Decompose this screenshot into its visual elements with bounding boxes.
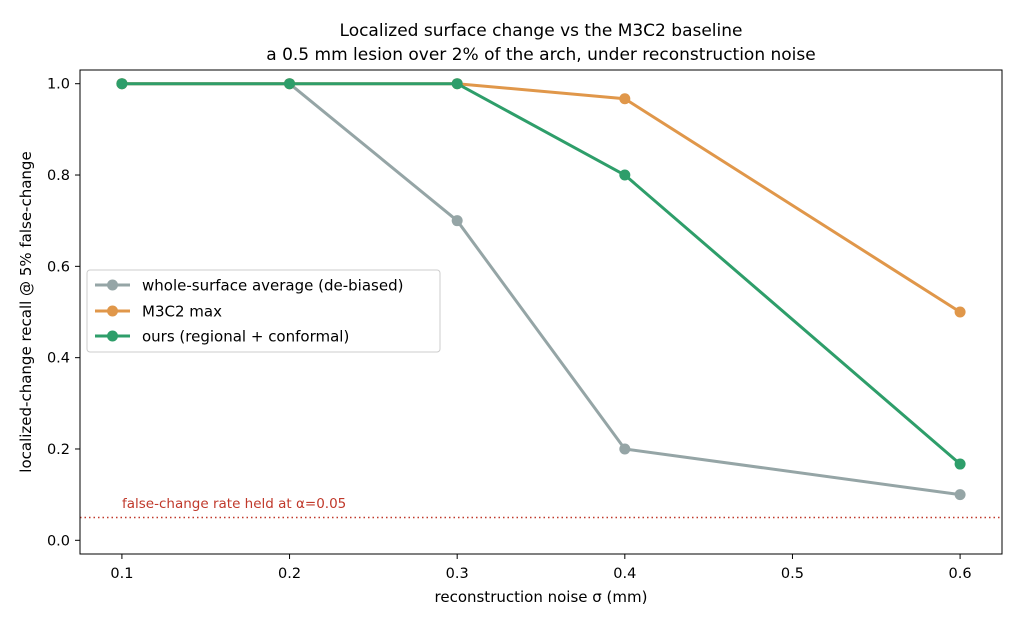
series-0-point xyxy=(619,443,631,455)
series-2-point xyxy=(116,78,128,90)
x-tick-label: 0.5 xyxy=(781,566,804,582)
y-tick-label: 0.0 xyxy=(47,533,70,549)
series-2-point xyxy=(954,458,966,470)
series-2-point xyxy=(619,169,631,181)
series-1-point xyxy=(954,306,966,318)
reference-line-label: false-change rate held at α=0.05 xyxy=(122,496,346,512)
series-1-point xyxy=(619,93,631,105)
legend: whole-surface average (de-biased) M3C2 m… xyxy=(86,269,441,353)
legend-label-m3c2: M3C2 max xyxy=(142,303,222,321)
series-0-point xyxy=(451,215,463,227)
x-axis-label: reconstruction noise σ (mm) xyxy=(435,588,648,606)
series-0-point xyxy=(954,489,966,501)
y-tick-label: 0.8 xyxy=(47,168,70,184)
y-axis-label: localized-change recall @ 5% false-chang… xyxy=(17,151,35,472)
y-tick-label: 0.2 xyxy=(47,442,70,458)
legend-box xyxy=(86,269,441,353)
x-tick-label: 0.4 xyxy=(613,566,636,582)
x-tick-label: 0.1 xyxy=(110,566,133,582)
legend-label-whole-surface: whole-surface average (de-biased) xyxy=(142,277,403,295)
chart-subtitle: a 0.5 mm lesion over 2% of the arch, und… xyxy=(266,45,815,65)
x-tick-label: 0.3 xyxy=(446,566,469,582)
x-tick-label: 0.6 xyxy=(949,566,972,582)
series-2-point xyxy=(451,78,463,90)
plot-area: 0.1 0.2 0.3 0.4 0.5 0.6 0.0 0.2 0.4 0.6 0.8 1.0 xyxy=(47,77,1002,582)
y-tick-label: 1.0 xyxy=(47,77,70,93)
y-tick-label: 0.6 xyxy=(47,259,70,275)
legend-marker-m3c2 xyxy=(107,305,118,317)
legend-label-ours: ours (regional + conformal) xyxy=(142,328,349,346)
chart-title: Localized surface change vs the M3C2 bas… xyxy=(340,21,743,41)
plot-frame xyxy=(79,69,1003,555)
y-tick-label: 0.4 xyxy=(47,351,70,367)
legend-marker-whole-surface xyxy=(107,279,118,291)
series-2-point xyxy=(284,78,296,90)
x-tick-label: 0.2 xyxy=(278,566,301,582)
legend-marker-ours xyxy=(107,330,118,342)
